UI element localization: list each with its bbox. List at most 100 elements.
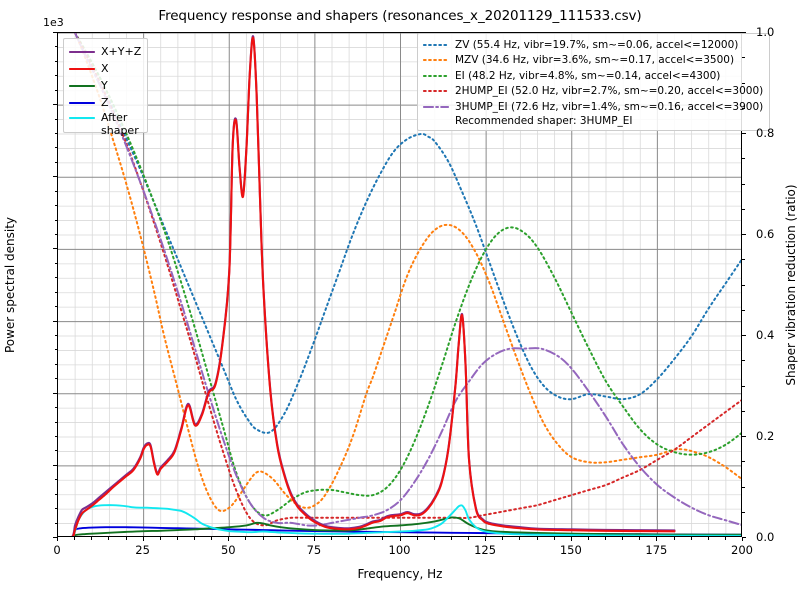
legend-item-mzv[interactable]: MZV (34.6 Hz, vibr=3.6%, sm~=0.17, accel… — [423, 53, 763, 69]
x-tick-minor — [724, 537, 726, 540]
y-left-tick — [53, 320, 57, 322]
legend-swatch-line-icon — [69, 46, 95, 58]
x-tick-minor — [690, 537, 692, 540]
y-left-tick-minor — [54, 421, 57, 423]
y-right-tick-minor — [742, 385, 745, 387]
y-left-tick — [53, 248, 57, 250]
x-tick-minor — [450, 537, 452, 540]
x-tick-minor — [365, 537, 367, 540]
y-left-tick-minor — [54, 479, 57, 481]
legend-swatch-line-icon — [423, 39, 449, 51]
y-left-tick-minor — [54, 46, 57, 48]
legend-item-x[interactable]: X — [69, 60, 141, 77]
x-tick-label: 0 — [53, 543, 61, 557]
legend-item-ei[interactable]: EI (48.2 Hz, vibr=4.8%, sm~=0.14, accel<… — [423, 68, 763, 84]
y-left-tick-minor — [54, 133, 57, 134]
y-axis-left-title: Power spectral density — [3, 216, 17, 354]
y-right-tick-minor — [742, 183, 745, 185]
y-axis-right-title: Shaper vibration reduction (ratio) — [784, 184, 798, 386]
legend-label: 3HUMP_EI (72.6 Hz, vibr=1.4%, sm~=0.16, … — [455, 100, 764, 113]
y-right-tick — [742, 133, 746, 134]
y-left-tick-minor — [54, 335, 57, 336]
legend-item-3hump-ei[interactable]: 3HUMP_EI (72.6 Hz, vibr=1.4%, sm~=0.16, … — [423, 99, 763, 115]
legend-swatch-line-icon — [423, 54, 449, 66]
x-tick-label: 200 — [731, 543, 753, 557]
y-right-tick-minor — [742, 461, 745, 463]
x-tick — [399, 537, 401, 541]
legend-swatch-line-icon — [69, 80, 95, 92]
legend-psd: X+Y+Z X Y Z After shaper — [63, 38, 149, 137]
y-left-tick — [53, 464, 57, 466]
x-tick-label: 75 — [306, 543, 322, 557]
legend-swatch-line-icon — [423, 70, 449, 82]
x-tick-label: 125 — [474, 543, 497, 557]
legend-swatch-line-icon — [69, 63, 95, 75]
shaper-curve-ei — [74, 33, 741, 517]
y-left-tick-minor — [54, 363, 57, 365]
psd-curve-x — [72, 36, 676, 536]
y-right-tick — [742, 436, 746, 437]
legend-label: X — [101, 62, 109, 75]
legend-label: Z — [101, 96, 109, 109]
y-right-tick-minor — [742, 208, 745, 210]
y-left-tick-minor — [54, 205, 57, 207]
legend-swatch-line-icon — [423, 85, 449, 97]
x-tick — [142, 537, 144, 541]
legend-item-x-y-z[interactable]: X+Y+Z — [69, 43, 141, 60]
x-tick — [742, 537, 743, 541]
y-left-tick-minor — [54, 234, 57, 235]
shaper-curve-zv — [74, 33, 741, 434]
y-right-tick-label: 1.0 — [756, 25, 775, 39]
x-tick-minor — [296, 537, 298, 540]
legend-item-2hump-ei[interactable]: 2HUMP_EI (52.0 Hz, vibr=2.7%, sm~=0.20, … — [423, 84, 763, 100]
y-right-tick-label: 0.2 — [756, 429, 775, 443]
x-tick-minor — [587, 537, 589, 540]
x-tick-minor — [382, 537, 384, 540]
x-tick-minor — [673, 537, 675, 540]
legend-item-zv[interactable]: ZV (55.4 Hz, vibr=19.7%, sm~=0.06, accel… — [423, 37, 763, 53]
y-left-tick-minor — [54, 493, 57, 495]
recommended-shaper-note: Recommended shaper: 3HUMP_EI — [455, 114, 633, 127]
y-left-tick — [53, 104, 57, 106]
legend-label: After shaper — [101, 111, 139, 137]
y-left-tick-minor — [54, 291, 57, 293]
x-tick-minor — [91, 537, 93, 540]
legend-label: EI (48.2 Hz, vibr=4.8%, sm~=0.14, accel<… — [455, 69, 721, 82]
legend-label: X+Y+Z — [101, 45, 142, 58]
y-left-tick-minor — [54, 161, 57, 163]
x-tick-minor — [639, 537, 641, 540]
x-tick-minor — [622, 537, 624, 540]
x-tick-minor — [194, 537, 195, 540]
y-left-tick-minor — [54, 450, 57, 452]
x-tick-label: 50 — [220, 543, 236, 557]
x-tick-minor — [125, 537, 127, 540]
legend-label: MZV (34.6 Hz, vibr=3.6%, sm~=0.17, accel… — [455, 54, 735, 67]
x-tick-minor — [519, 537, 521, 540]
legend-item-z[interactable]: Z — [69, 94, 141, 111]
psd-curve-after-shaper — [72, 504, 741, 536]
x-tick-minor — [536, 537, 538, 540]
y-right-tick — [742, 537, 746, 538]
y-left-tick-minor — [54, 60, 57, 62]
major-gridlines — [58, 33, 741, 536]
y-left-tick-minor — [54, 522, 57, 524]
y-left-tick-minor — [54, 508, 57, 510]
y-left-tick-minor — [54, 436, 57, 437]
legend-item-y[interactable]: Y — [69, 77, 141, 94]
y-right-tick-minor — [742, 511, 745, 513]
x-tick-minor — [416, 537, 418, 540]
x-tick-label: 100 — [388, 543, 411, 557]
x-tick-minor — [433, 537, 435, 540]
x-tick-minor — [331, 537, 332, 540]
x-tick-minor — [108, 537, 110, 540]
y-right-tick-minor — [742, 107, 745, 109]
legend-swatch-line-icon — [69, 112, 95, 124]
y-right-tick — [742, 335, 746, 336]
legend-shapers: ZV (55.4 Hz, vibr=19.7%, sm~=0.06, accel… — [417, 33, 771, 131]
legend-item-after-shaper[interactable]: After shaper — [69, 111, 141, 137]
y-left-tick-minor — [54, 89, 57, 91]
x-tick-minor — [468, 537, 469, 540]
legend-label: ZV (55.4 Hz, vibr=19.7%, sm~=0.06, accel… — [455, 38, 739, 51]
x-tick-minor — [211, 537, 213, 540]
x-tick-minor — [74, 537, 76, 540]
